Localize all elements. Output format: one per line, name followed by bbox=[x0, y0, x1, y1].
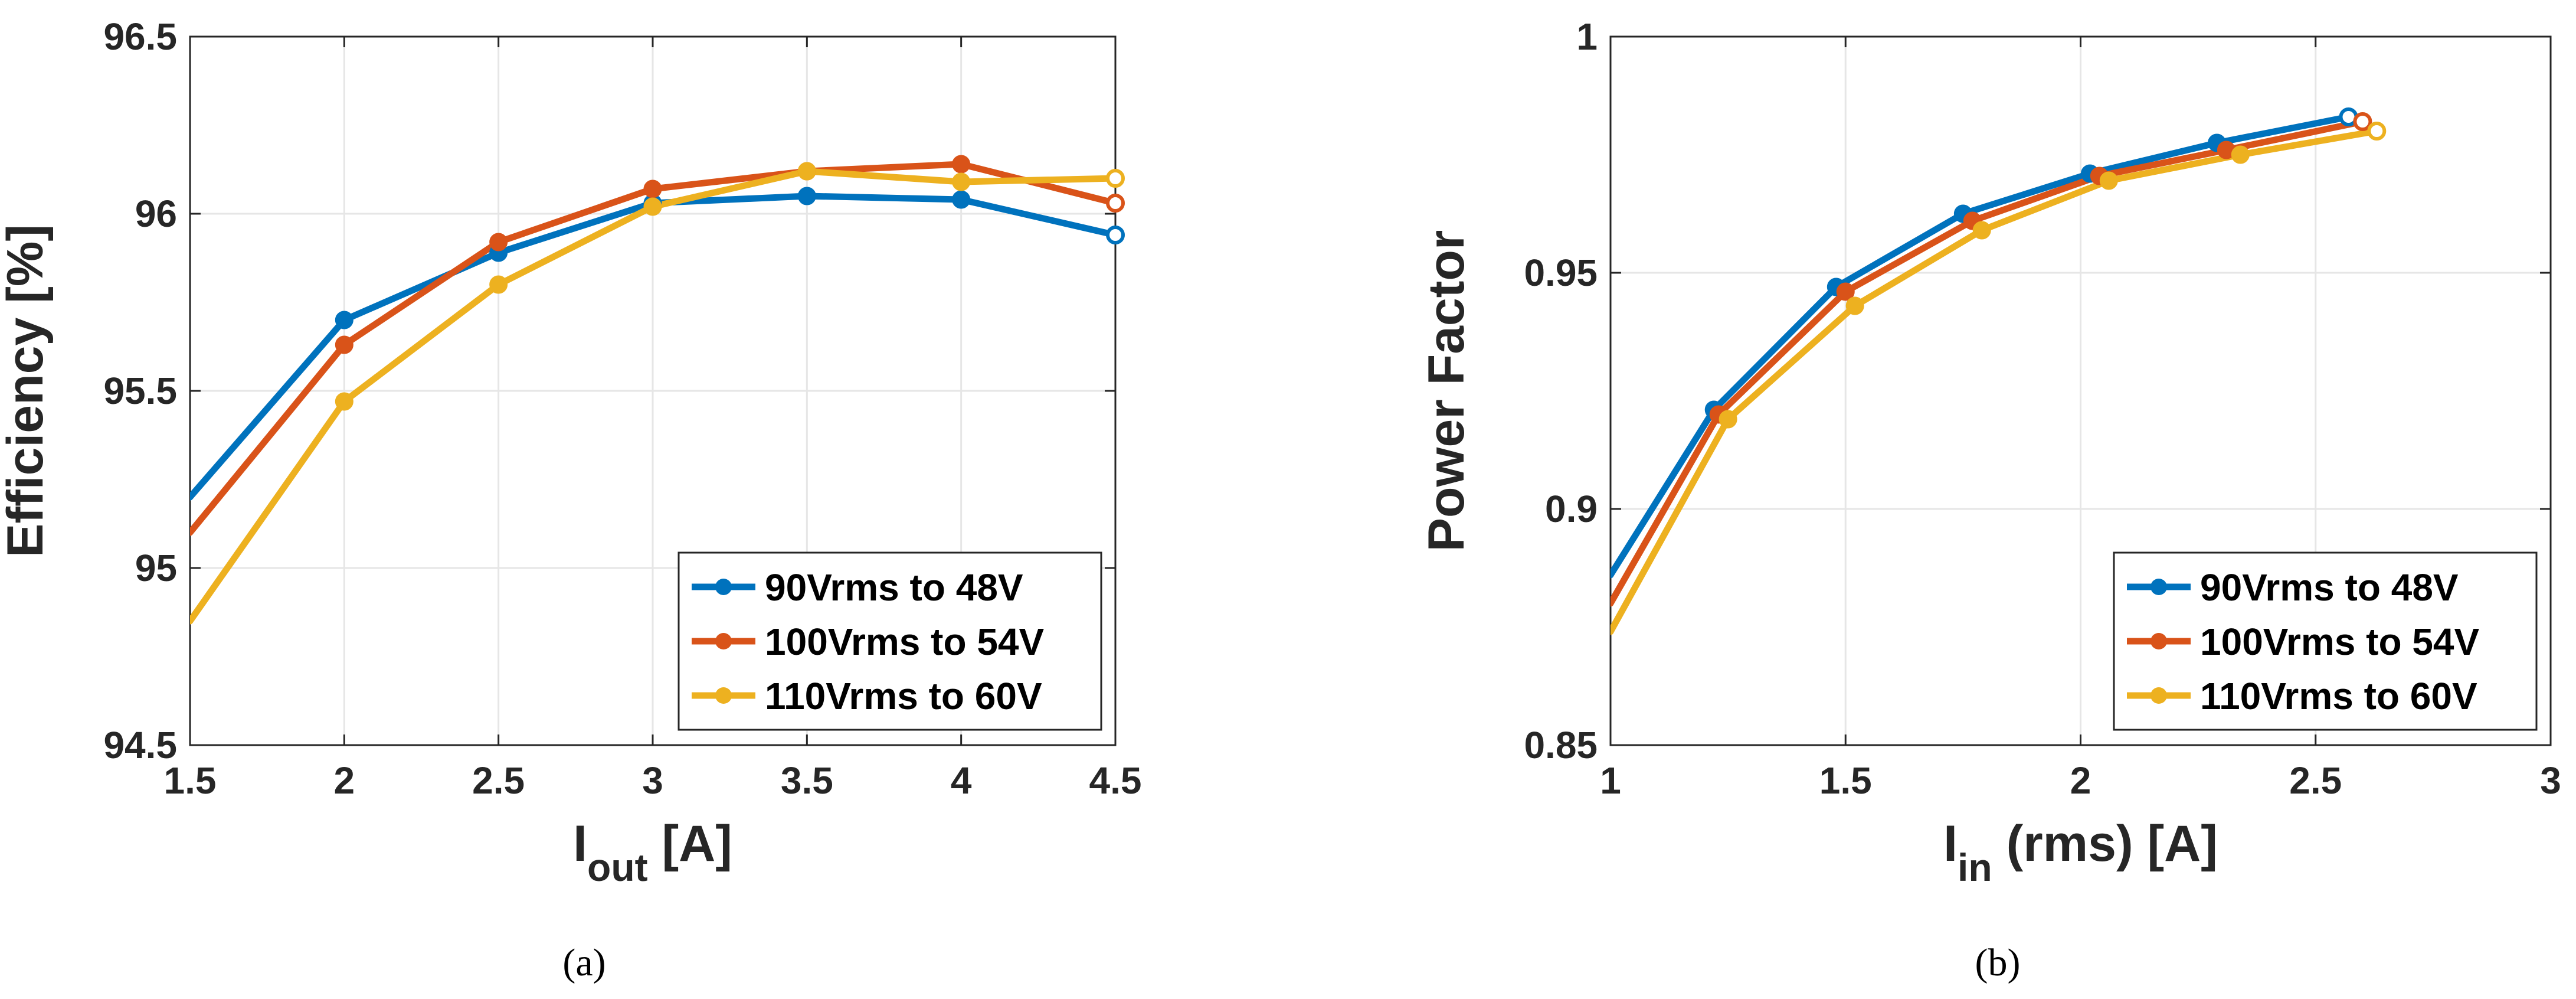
panel-a-data-point bbox=[1106, 169, 1125, 188]
panel-b-x-tick-label: 2.5 bbox=[2289, 759, 2342, 802]
panel-a-data-point bbox=[797, 162, 816, 181]
panel-a-data-point bbox=[952, 155, 971, 174]
panel-a-legend-marker-3 bbox=[715, 687, 732, 704]
panel-a-y-tick-label: 94.5 bbox=[103, 724, 177, 766]
panel-a-data-point bbox=[952, 190, 971, 209]
panel-b-x-tick-label: 1.5 bbox=[1819, 759, 1872, 802]
panel-a-x-tick-label: 1.5 bbox=[164, 759, 217, 802]
panel-b-data-point bbox=[2367, 122, 2387, 141]
panel-b-x-axis-label-main: I bbox=[1943, 815, 1958, 872]
panel-a-y-axis-label: Efficiency [%] bbox=[0, 224, 54, 557]
panel-a-x-axis-label-main: I bbox=[573, 815, 587, 872]
panel-a-data-point bbox=[1106, 194, 1125, 213]
panel-b-x-tick-label: 2 bbox=[2070, 759, 2091, 802]
panel-a-x-axis-label-sub: out bbox=[587, 845, 648, 889]
panel-a-x-tick-label: 4 bbox=[951, 759, 972, 802]
panel-b-x-axis-label-rest: (rms) [A] bbox=[1992, 815, 2218, 872]
panel-b-x-axis-label-sub: in bbox=[1958, 845, 1992, 889]
panel-b-y-tick-label: 0.85 bbox=[1524, 724, 1598, 766]
panel-b-data-point bbox=[1719, 410, 1737, 429]
panel-a-y-tick-label: 95 bbox=[135, 547, 177, 589]
panel-a: 1.5 2 2.5 3 3.5 4 4.5 94.5 95 95.5 96 96.5 90Vrms to… bbox=[0, 15, 1141, 984]
panel-b-x-axis-label: Iin (rms) [A] bbox=[1943, 815, 2218, 889]
panel-b-data-point bbox=[2231, 145, 2250, 164]
panel-b-x-tick-label: 3 bbox=[2540, 759, 2561, 802]
panel-b-legend-marker-1 bbox=[2151, 579, 2167, 595]
panel-a-legend-label-1: 90Vrms to 48V bbox=[765, 566, 1023, 609]
panel-b-legend-label-3: 110Vrms to 60V bbox=[2200, 675, 2477, 717]
panel-b-y-axis-label: Power Factor bbox=[1418, 230, 1475, 552]
panel-a-x-tick-label: 4.5 bbox=[1089, 759, 1142, 802]
panel-a-legend-label-3: 110Vrms to 60V bbox=[765, 675, 1042, 717]
panel-a-x-tick-label: 2 bbox=[334, 759, 355, 802]
panel-a-legend-label-2: 100Vrms to 54V bbox=[765, 621, 1045, 663]
panel-a-y-tick-label: 95.5 bbox=[103, 370, 177, 412]
panel-b-data-point bbox=[1972, 221, 1991, 240]
panel-a-x-tick-label: 2.5 bbox=[472, 759, 525, 802]
panel-a-data-point bbox=[952, 172, 971, 191]
panel-a-data-point bbox=[335, 311, 353, 329]
panel-a-data-point bbox=[643, 179, 662, 198]
panel-b-caption: (b) bbox=[1975, 941, 2021, 984]
panel-b-legend-marker-2 bbox=[2151, 633, 2167, 649]
panel-b-data-point bbox=[2099, 171, 2118, 190]
panel-b-y-tick-label: 1 bbox=[1576, 15, 1598, 58]
panel-a-x-axis-label: Iout [A] bbox=[573, 815, 732, 889]
panel-a-y-tick-label: 96.5 bbox=[103, 15, 177, 58]
panel-a-data-point bbox=[489, 233, 508, 252]
panel-a-caption: (a) bbox=[562, 941, 605, 984]
panel-a-y-tick-label: 96 bbox=[135, 192, 177, 235]
panel-a-data-point bbox=[1106, 226, 1125, 244]
panel-a-x-axis-label-rest: [A] bbox=[648, 815, 732, 872]
panel-a-data-point bbox=[335, 335, 353, 354]
panel-b-legend-label-1: 90Vrms to 48V bbox=[2200, 566, 2459, 609]
panel-b-data-point bbox=[1836, 282, 1855, 301]
panel-b-y-tick-label: 0.9 bbox=[1545, 488, 1598, 530]
panel-a-data-point bbox=[489, 275, 508, 294]
panel-a-x-tick-label: 3 bbox=[642, 759, 663, 802]
panel-b: 1 1.5 2 2.5 3 0.85 0.9 0.95 1 90Vrms to 48V 100Vrm… bbox=[1418, 15, 2561, 984]
panel-a-data-point bbox=[643, 197, 662, 216]
panel-b-data-point bbox=[1845, 296, 1864, 315]
panel-a-x-tick-label: 3.5 bbox=[781, 759, 833, 802]
panel-b-x-tick-label: 1 bbox=[1600, 759, 1621, 802]
panel-a-data-point bbox=[335, 392, 353, 411]
panel-a-data-point bbox=[797, 187, 816, 205]
panel-b-y-tick-label: 0.95 bbox=[1524, 252, 1598, 294]
panel-b-data-point bbox=[2353, 112, 2372, 131]
panel-a-legend-marker-2 bbox=[715, 633, 732, 649]
panel-b-legend-marker-3 bbox=[2151, 687, 2167, 704]
panel-a-legend-marker-1 bbox=[715, 579, 732, 595]
panel-b-legend-label-2: 100Vrms to 54V bbox=[2200, 621, 2480, 663]
